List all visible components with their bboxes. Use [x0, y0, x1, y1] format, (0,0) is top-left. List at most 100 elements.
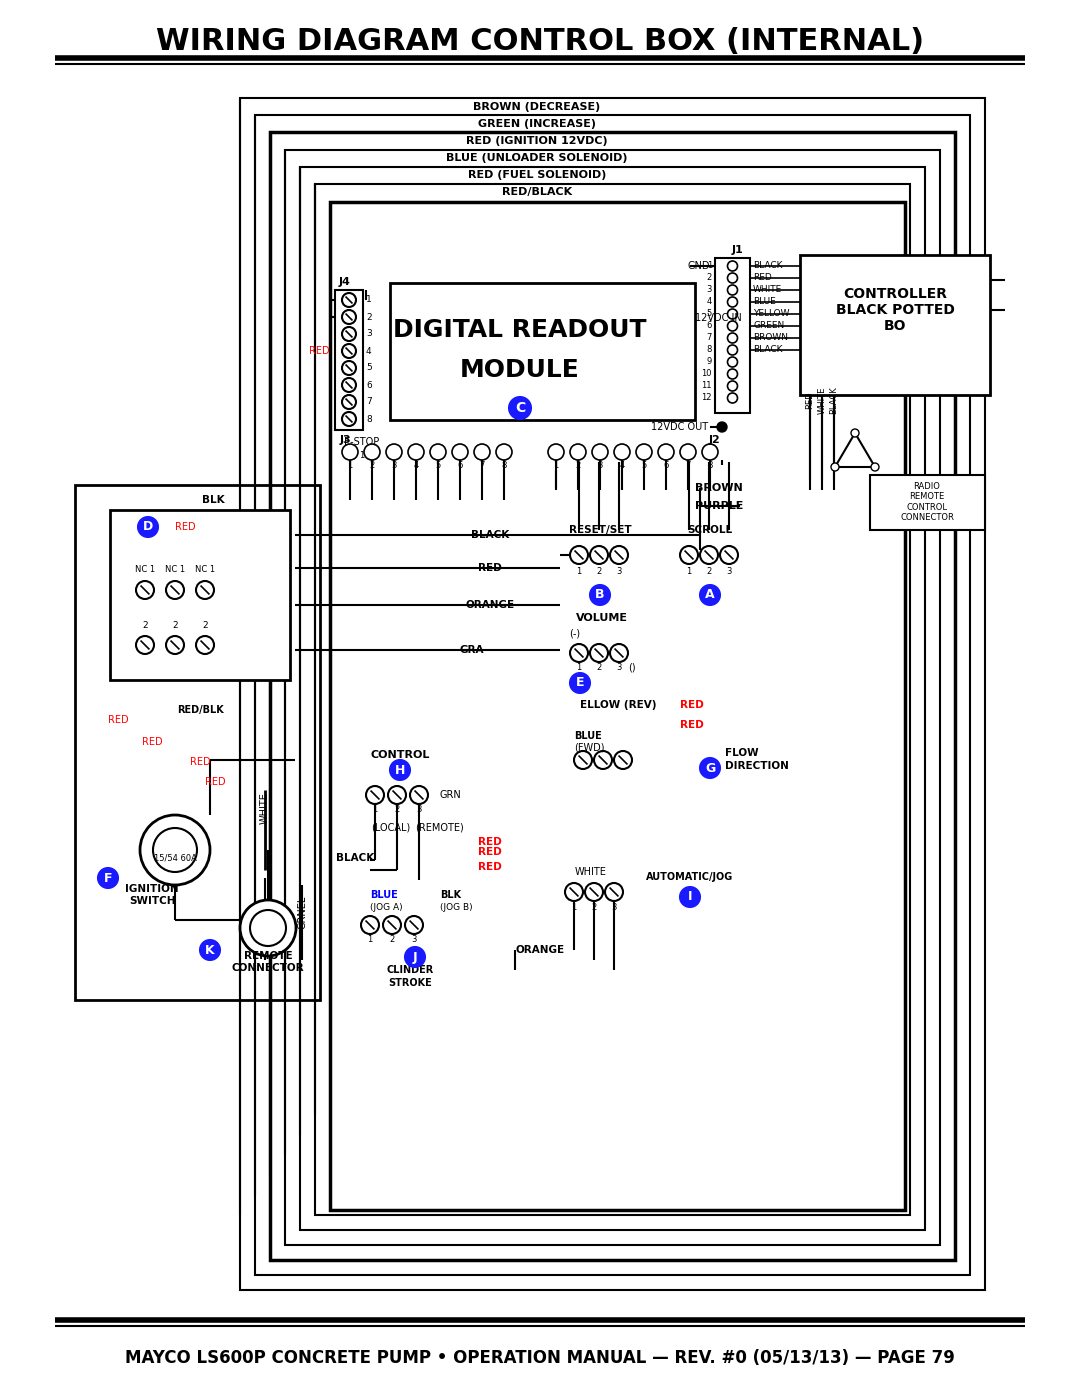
Text: WHITE: WHITE [575, 868, 607, 877]
Text: BLK: BLK [440, 890, 461, 900]
Text: 2: 2 [576, 461, 581, 469]
Text: WHITE: WHITE [818, 387, 826, 414]
Text: (REMOTE): (REMOTE) [415, 823, 463, 833]
Text: 15/54 60A: 15/54 60A [153, 854, 197, 862]
Text: 8: 8 [366, 415, 372, 423]
Text: BLACK: BLACK [336, 854, 374, 863]
Circle shape [200, 940, 220, 960]
Text: G: G [705, 761, 715, 774]
Text: 3: 3 [366, 330, 372, 338]
Circle shape [342, 360, 356, 374]
Circle shape [474, 444, 490, 460]
Circle shape [615, 752, 632, 768]
Circle shape [136, 581, 154, 599]
Text: BLUE: BLUE [573, 731, 602, 740]
Text: BLACK: BLACK [753, 345, 783, 355]
Text: NC 1: NC 1 [194, 566, 215, 574]
Circle shape [570, 673, 590, 693]
Text: IGNITION
SWITCH: IGNITION SWITCH [125, 884, 179, 905]
Circle shape [573, 752, 592, 768]
Text: RED: RED [753, 274, 772, 282]
Text: BLACK: BLACK [829, 386, 838, 414]
Text: F: F [104, 872, 112, 884]
Circle shape [453, 444, 468, 460]
Circle shape [548, 444, 564, 460]
Text: BLACK: BLACK [753, 261, 783, 271]
Text: RED/BLACK: RED/BLACK [502, 187, 572, 197]
Circle shape [590, 585, 610, 605]
Circle shape [592, 444, 608, 460]
Circle shape [140, 814, 210, 886]
Bar [240, 98, 985, 1289]
Bar [110, 510, 291, 680]
Text: DIGITAL READOUT: DIGITAL READOUT [393, 319, 647, 342]
Text: C: C [515, 401, 525, 415]
Circle shape [570, 444, 586, 460]
Text: D: D [143, 521, 153, 534]
Text: 1: 1 [373, 806, 378, 814]
Circle shape [342, 310, 356, 324]
Circle shape [570, 644, 588, 662]
Circle shape [700, 759, 720, 778]
Text: RED: RED [478, 563, 502, 573]
Text: RED: RED [680, 719, 704, 731]
Text: J2: J2 [708, 434, 720, 446]
Text: 1: 1 [577, 664, 582, 672]
Text: 11: 11 [702, 381, 712, 391]
Text: NC 1: NC 1 [135, 566, 156, 574]
Bar [75, 485, 320, 1000]
Text: RED: RED [309, 346, 330, 356]
Text: VOLUME: VOLUME [576, 613, 627, 623]
Text: CLINDER: CLINDER [387, 965, 434, 975]
Text: WHITE: WHITE [753, 285, 782, 295]
Circle shape [366, 787, 384, 805]
Text: 6: 6 [457, 461, 462, 469]
Circle shape [342, 379, 356, 393]
Circle shape [496, 444, 512, 460]
Text: E-STOP: E-STOP [345, 437, 380, 447]
Text: 7: 7 [480, 461, 485, 469]
Circle shape [728, 393, 738, 402]
Text: 4: 4 [366, 346, 372, 355]
Circle shape [342, 444, 357, 460]
Text: 2: 2 [143, 622, 148, 630]
Text: RED: RED [141, 738, 162, 747]
Text: 10: 10 [702, 369, 712, 379]
Text: H: H [395, 764, 405, 777]
Text: 2: 2 [390, 936, 394, 944]
Circle shape [720, 546, 738, 564]
Text: RESET/SET: RESET/SET [569, 525, 632, 535]
Text: BROWN (DECREASE): BROWN (DECREASE) [473, 102, 600, 112]
Text: GND: GND [688, 261, 710, 271]
Circle shape [610, 644, 627, 662]
Text: J1: J1 [731, 244, 743, 256]
Text: BLUE: BLUE [370, 890, 397, 900]
Text: BROWN: BROWN [696, 483, 743, 493]
Circle shape [700, 546, 718, 564]
Text: ORANGE: ORANGE [515, 944, 564, 956]
Text: RED (IGNITION 12VDC): RED (IGNITION 12VDC) [467, 136, 608, 147]
Text: J3: J3 [340, 434, 352, 446]
Circle shape [166, 636, 184, 654]
Circle shape [728, 332, 738, 344]
Text: WHITE: WHITE [260, 792, 270, 824]
Text: J4: J4 [339, 277, 351, 286]
Circle shape [728, 298, 738, 307]
Circle shape [138, 517, 158, 536]
Bar [270, 131, 955, 1260]
Text: WIRING DIAGRAM CONTROL BOX (INTERNAL): WIRING DIAGRAM CONTROL BOX (INTERNAL) [156, 28, 924, 56]
Text: 3: 3 [416, 806, 421, 814]
Circle shape [851, 429, 859, 437]
Bar [335, 291, 363, 430]
Text: 5: 5 [706, 310, 712, 319]
Circle shape [870, 462, 879, 471]
Circle shape [361, 916, 379, 935]
Circle shape [153, 828, 197, 872]
Text: K: K [205, 943, 215, 957]
Circle shape [565, 883, 583, 901]
Text: 1: 1 [367, 936, 373, 944]
Text: MODULE: MODULE [460, 358, 580, 381]
Circle shape [405, 947, 426, 967]
Text: RED: RED [806, 391, 814, 409]
Text: 3: 3 [617, 567, 622, 577]
